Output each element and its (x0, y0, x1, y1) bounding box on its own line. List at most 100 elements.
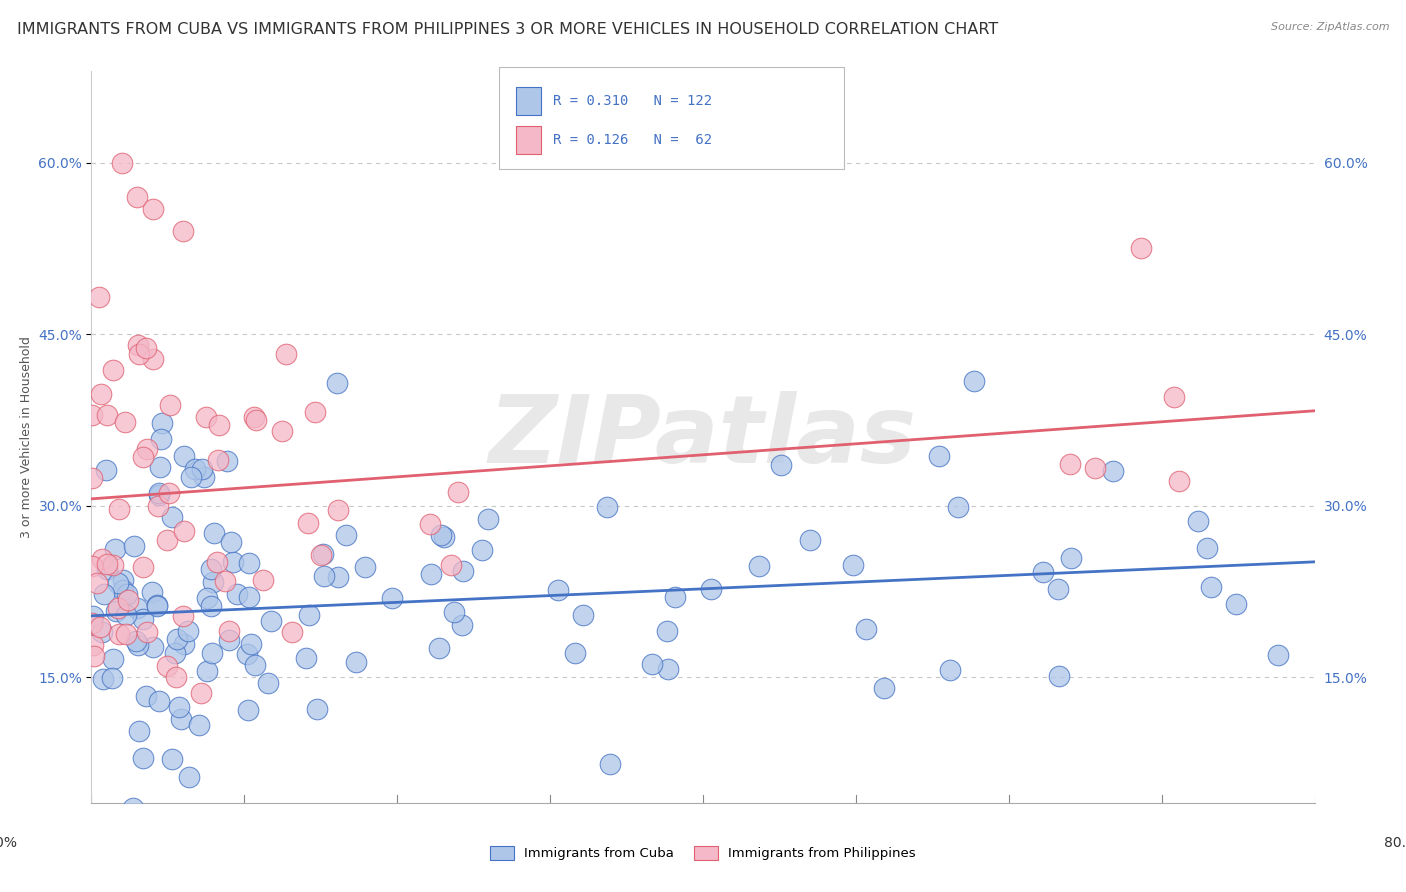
Point (214, 574, 236, 588)
Point (142, 640, 165, 655)
Point (149, 460, 172, 475)
Point (419, 566, 441, 581)
Point (160, 752, 183, 766)
Point (87, 820, 110, 834)
Point (1047, 669, 1070, 683)
Point (430, 527, 453, 541)
Point (191, 462, 214, 476)
Point (314, 569, 336, 583)
Point (173, 637, 195, 651)
Point (149, 432, 172, 446)
Point (141, 202, 163, 216)
Point (194, 409, 217, 424)
Point (159, 398, 181, 412)
Point (1047, 582, 1070, 597)
Point (799, 533, 821, 547)
Point (127, 601, 149, 615)
Point (304, 405, 326, 419)
Point (173, 524, 195, 538)
Point (204, 525, 226, 540)
Point (218, 633, 240, 648)
Point (89, 290, 111, 304)
Point (221, 555, 243, 569)
Point (447, 484, 470, 499)
Point (326, 503, 349, 517)
Point (114, 608, 136, 623)
Point (312, 547, 335, 561)
Point (1032, 565, 1054, 579)
Point (96, 558, 118, 572)
Y-axis label: 3 or more Vehicles in Household: 3 or more Vehicles in Household (20, 336, 32, 538)
Point (335, 528, 357, 542)
Point (188, 718, 211, 732)
Point (572, 607, 595, 622)
Point (82, 471, 104, 485)
Point (180, 470, 202, 484)
Point (547, 583, 569, 598)
Point (111, 155, 134, 169)
Point (294, 651, 316, 665)
Point (1199, 580, 1222, 594)
Point (471, 542, 494, 557)
Point (201, 646, 224, 660)
Point (1130, 241, 1153, 255)
Point (215, 453, 238, 467)
Point (156, 533, 179, 548)
Point (200, 599, 222, 614)
Point (1059, 458, 1081, 472)
Text: 0.0%: 0.0% (0, 836, 17, 850)
Point (257, 676, 280, 690)
Point (842, 558, 865, 572)
Point (381, 591, 404, 605)
Point (82, 558, 104, 573)
Point (657, 624, 679, 638)
Point (297, 516, 319, 530)
Point (163, 646, 186, 660)
Point (326, 570, 349, 584)
Point (115, 587, 138, 601)
Point (135, 442, 157, 456)
Point (252, 573, 274, 587)
Point (177, 624, 200, 638)
Point (96, 562, 118, 576)
Point (477, 512, 499, 526)
Point (150, 417, 173, 431)
Point (148, 694, 170, 708)
Point (962, 375, 984, 389)
Point (122, 539, 145, 553)
Point (107, 600, 129, 615)
Point (207, 417, 229, 432)
Point (200, 562, 222, 576)
Point (873, 681, 896, 695)
Point (172, 609, 194, 624)
Point (1168, 474, 1191, 488)
Point (101, 652, 124, 666)
Point (170, 712, 193, 726)
Point (325, 376, 347, 390)
Point (1267, 648, 1289, 663)
Point (664, 591, 686, 605)
Point (433, 530, 456, 544)
Point (148, 485, 170, 500)
Point (564, 647, 586, 661)
Point (132, 612, 155, 626)
Point (748, 558, 770, 573)
Legend: Immigrants from Cuba, Immigrants from Philippines: Immigrants from Cuba, Immigrants from Ph… (485, 840, 921, 866)
Point (146, 598, 169, 612)
Point (89, 620, 111, 634)
Point (112, 583, 135, 598)
Point (157, 486, 180, 500)
Point (245, 413, 267, 427)
Point (128, 723, 150, 738)
Point (225, 860, 247, 874)
Point (125, 633, 148, 648)
Point (948, 500, 970, 514)
Point (855, 622, 877, 636)
Point (117, 592, 139, 607)
Point (440, 558, 463, 572)
Text: Source: ZipAtlas.com: Source: ZipAtlas.com (1271, 22, 1389, 32)
Point (101, 363, 124, 377)
Point (179, 770, 201, 784)
Point (172, 224, 194, 238)
Point (699, 582, 721, 596)
